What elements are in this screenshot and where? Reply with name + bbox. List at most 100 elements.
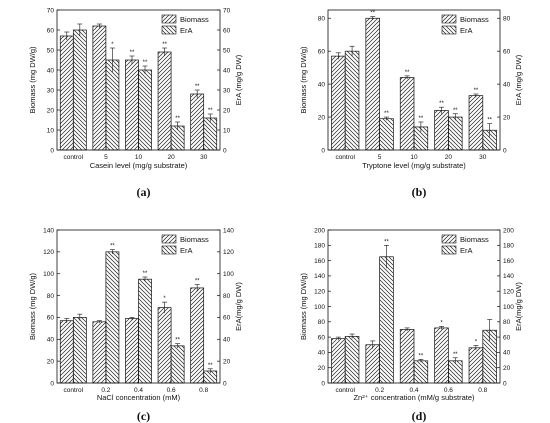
x-tick-label: 20 xyxy=(167,154,175,161)
y2-axis-label: ErA(mg/g DW) xyxy=(514,282,523,331)
y-tick-label: 160 xyxy=(314,258,325,265)
y-tick-label: 50 xyxy=(47,47,55,54)
significance-label: ** xyxy=(487,118,492,124)
x-tick-label: 30 xyxy=(479,154,487,161)
x-tick-label: 0.8 xyxy=(478,387,487,394)
y-axis-label: Biomass (mg DW/g) xyxy=(28,272,37,340)
y-tick-label: 60 xyxy=(47,315,55,322)
legend-swatch-era xyxy=(161,245,177,255)
y2-tick-label: 0 xyxy=(223,380,227,387)
y-axis-label: Biomass (mg DW/g) xyxy=(28,46,37,114)
legend-swatch-era xyxy=(441,25,457,35)
significance-label: ** xyxy=(439,101,444,107)
bar-biomass xyxy=(468,347,484,384)
y2-axis-label: ErA(mg/g DW) xyxy=(234,282,243,331)
x-tick-label: 0.2 xyxy=(375,387,384,394)
significance-label: ** xyxy=(175,338,180,344)
bar-era xyxy=(379,256,394,384)
bar-era xyxy=(105,59,120,151)
y2-tick-label: 40 xyxy=(223,337,231,344)
bar-era xyxy=(203,117,218,151)
bar-biomass xyxy=(468,95,484,151)
y-tick-label: 40 xyxy=(318,350,326,357)
y-axis-label: Biomass (mg DW/g) xyxy=(299,46,308,114)
legend-swatch-era xyxy=(161,25,177,35)
y2-tick-label: 60 xyxy=(503,334,511,341)
significance-label: ** xyxy=(370,11,375,17)
y2-tick-label: 40 xyxy=(503,81,511,88)
y-tick-label: 140 xyxy=(314,273,325,280)
y2-axis-label: ErA (mg/g DW) xyxy=(234,54,243,105)
bar-era xyxy=(344,335,360,384)
y2-tick-label: 160 xyxy=(503,258,514,265)
significance-label: ** xyxy=(110,244,115,250)
bar-biomass xyxy=(125,318,139,384)
bar-biomass xyxy=(125,59,139,151)
y2-tick-label: 100 xyxy=(223,271,234,278)
y-tick-label: 70 xyxy=(47,7,55,14)
y-tick-label: 100 xyxy=(314,304,325,311)
y2-tick-label: 40 xyxy=(223,67,231,74)
x-tick-label: 10 xyxy=(135,154,143,161)
bar-biomass xyxy=(59,35,74,151)
y-tick-label: 20 xyxy=(47,107,55,114)
significance-label: ** xyxy=(143,271,148,277)
x-axis-label: Zn²⁺ concentration (mM/g substrate) xyxy=(353,393,475,402)
bar-biomass xyxy=(157,51,172,151)
bar-biomass xyxy=(331,55,346,151)
y-tick-label: 140 xyxy=(43,227,54,234)
x-tick-label: 10 xyxy=(410,154,418,161)
significance-label: ** xyxy=(453,352,458,358)
chart-panel-3: 0 20 40 60 80 100 120 140 0 20 40 60 80 100 120 140 Biom… xyxy=(28,227,243,423)
y-tick-label: 40 xyxy=(318,81,326,88)
bar-biomass xyxy=(365,17,380,151)
bar-era xyxy=(72,29,87,151)
y2-tick-label: 20 xyxy=(503,114,511,121)
y2-tick-label: 80 xyxy=(503,319,511,326)
panel-letter: (b) xyxy=(412,185,427,199)
x-tick-label: 0.6 xyxy=(167,387,176,394)
legend-label-era: ErA xyxy=(180,246,193,255)
significance-label: ** xyxy=(195,84,200,90)
y2-tick-label: 10 xyxy=(223,127,231,134)
bar-biomass xyxy=(59,320,74,384)
y2-tick-label: 120 xyxy=(503,289,514,296)
legend-swatch-biomass xyxy=(441,234,457,244)
bar-era xyxy=(413,360,429,384)
y-tick-label: 80 xyxy=(318,319,326,326)
legend-swatch-biomass xyxy=(441,14,457,24)
significance-label: * xyxy=(111,42,114,48)
significance-label: ** xyxy=(130,50,135,56)
y-axis-label: Biomass (mg DW/g) xyxy=(299,272,308,340)
y-tick-label: 10 xyxy=(47,127,55,134)
chart-panel-2: 0 20 40 60 80 0 20 40 60 80 Biomass (mg DW/g) ErA (… xyxy=(299,9,523,199)
bar-era xyxy=(72,317,87,384)
panel-letter: (a) xyxy=(137,185,151,199)
y-tick-label: 180 xyxy=(314,243,325,250)
bar-biomass xyxy=(399,329,415,384)
significance-label: ** xyxy=(384,239,389,245)
y2-tick-label: 50 xyxy=(223,47,231,54)
bar-biomass xyxy=(157,307,172,384)
y2-tick-label: 40 xyxy=(503,350,511,357)
significance-label: ** xyxy=(419,353,424,359)
y2-tick-label: 0 xyxy=(503,380,507,387)
y2-tick-label: 140 xyxy=(223,227,234,234)
bar-biomass xyxy=(331,338,346,384)
y-tick-label: 40 xyxy=(47,67,55,74)
y-tick-label: 100 xyxy=(43,271,54,278)
x-tick-label: 20 xyxy=(445,154,453,161)
x-axis-label: Tryptone level (mg/g substrate) xyxy=(362,161,466,170)
bar-era xyxy=(138,278,152,384)
significance-label: ** xyxy=(405,70,410,76)
y-tick-label: 20 xyxy=(47,358,55,365)
significance-label: * xyxy=(440,320,443,326)
y-tick-label: 0 xyxy=(50,380,54,387)
significance-label: ** xyxy=(453,108,458,114)
y-tick-label: 20 xyxy=(318,365,326,372)
bar-era xyxy=(138,69,152,151)
y2-tick-label: 60 xyxy=(503,48,511,55)
chart-panel-1: 0 10 20 30 40 50 60 70 0 10 20 30 40 50 60 70 Biomass (m… xyxy=(28,7,243,199)
